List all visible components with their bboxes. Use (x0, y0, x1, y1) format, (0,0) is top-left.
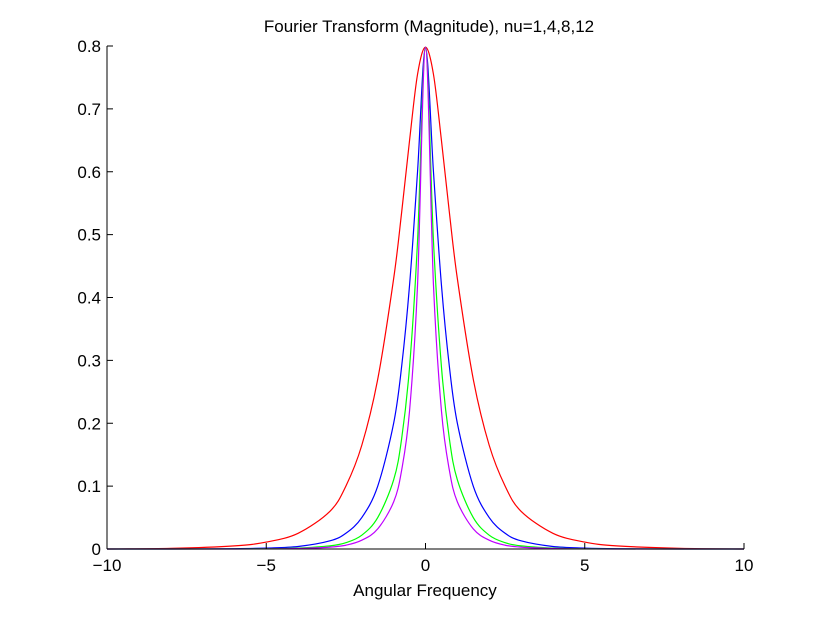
x-tick-label: 10 (735, 556, 754, 575)
axes (106, 45, 745, 550)
x-tick-label: 5 (580, 556, 589, 575)
x-tick-label: 0 (421, 556, 430, 575)
plot-area: −10 −5 0 5 10 0 0.1 0.2 0.3 0.4 0.5 0.6 0.7 0.8 (77, 37, 753, 575)
tick-labels: −10 −5 0 5 10 0 0.1 0.2 0.3 0.4 0.5 0.6 0.7 0.8 (77, 37, 753, 575)
y-tick-label: 0.2 (77, 414, 101, 433)
y-tick-label: 0.8 (77, 37, 101, 56)
x-tick-label: −10 (93, 556, 122, 575)
series-lines (106, 46, 745, 550)
x-axis-label: Angular Frequency (353, 581, 497, 600)
series-line-4 (107, 46, 744, 550)
y-tick-label: 0 (92, 540, 101, 559)
y-tick-label: 0.1 (77, 477, 101, 496)
y-tick-label: 0.4 (77, 289, 101, 308)
y-tick-label: 0.5 (77, 226, 101, 245)
x-tick-label: −5 (257, 556, 276, 575)
y-tick-label: 0.7 (77, 100, 101, 119)
y-tick-label: 0.6 (77, 163, 101, 182)
y-tick-label: 0.3 (77, 351, 101, 370)
chart-title: Fourier Transform (Magnitude), nu=1,4,8,… (264, 17, 594, 36)
